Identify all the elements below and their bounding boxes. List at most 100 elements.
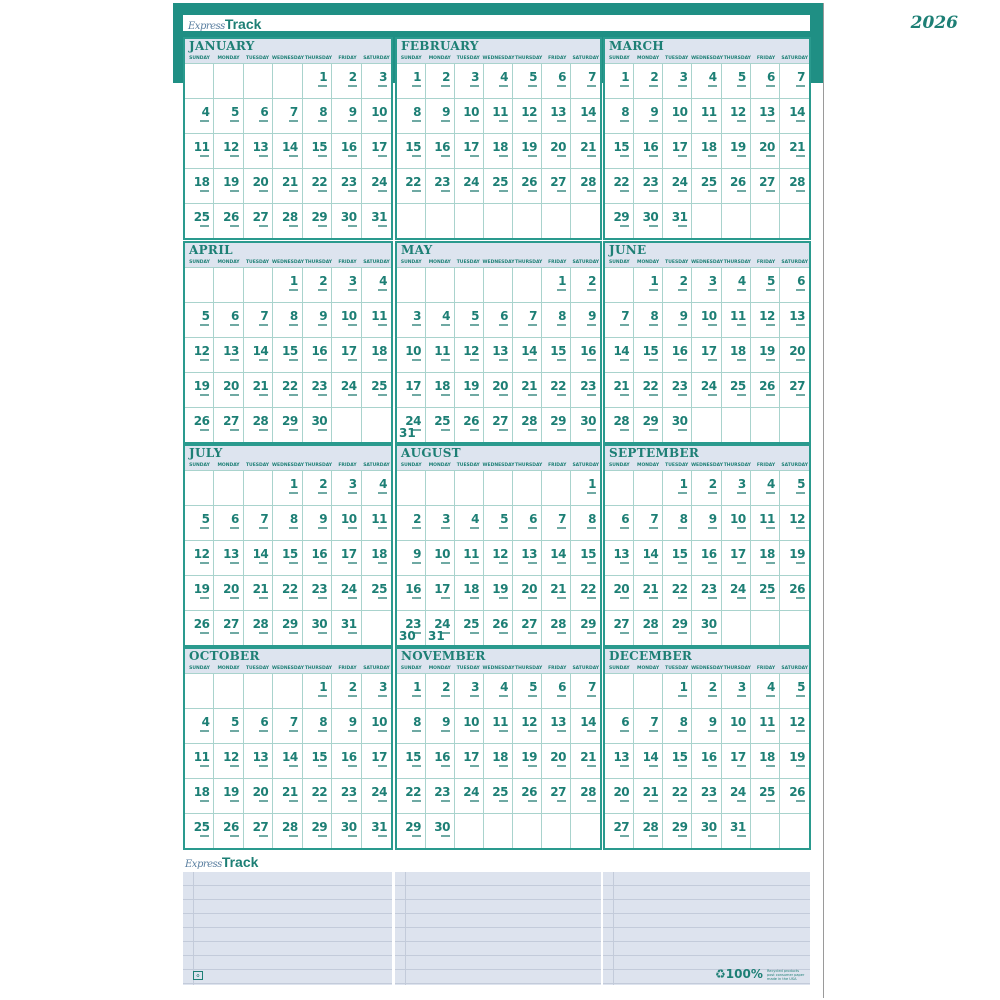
day-cell[interactable]: 10 (332, 505, 362, 540)
day-cell[interactable]: 10 (663, 98, 693, 133)
day-cell[interactable]: 21 (605, 372, 635, 407)
day-cell[interactable]: 27 (214, 407, 244, 442)
day-cell[interactable]: 18 (484, 133, 513, 168)
day-cell[interactable]: 27 (243, 813, 274, 848)
day-cell[interactable]: 26 (455, 407, 484, 442)
day-cell[interactable]: 2 (663, 267, 693, 302)
day-cell[interactable]: 7 (571, 673, 600, 708)
day-cell[interactable]: 9 (571, 302, 600, 337)
day-cell[interactable] (779, 203, 809, 238)
day-cell[interactable]: 30 (692, 813, 722, 848)
day-cell[interactable]: 21 (243, 575, 274, 610)
day-cell[interactable]: 22 (302, 778, 333, 813)
day-cell[interactable]: 19 (779, 743, 809, 778)
day-cell[interactable]: 8 (397, 708, 426, 743)
day-cell[interactable]: 10 (397, 337, 426, 372)
day-cell[interactable]: 4 (484, 63, 513, 98)
day-cell[interactable]: 3 (455, 63, 484, 98)
day-cell[interactable]: 1 (571, 470, 600, 505)
day-cell[interactable]: 19 (214, 168, 244, 203)
day-cell[interactable]: 21 (779, 133, 809, 168)
day-cell[interactable]: 25 (484, 778, 513, 813)
day-cell[interactable]: 29 (302, 203, 333, 238)
day-cell[interactable]: 10 (721, 708, 751, 743)
day-cell[interactable]: 4 (750, 673, 780, 708)
day-cell[interactable]: 28 (273, 203, 303, 238)
day-cell[interactable]: 24 (332, 372, 362, 407)
day-cell[interactable]: 12 (779, 708, 809, 743)
day-cell[interactable]: 20 (605, 575, 635, 610)
day-cell[interactable] (426, 267, 455, 302)
day-cell[interactable]: 14 (542, 540, 571, 575)
day-cell[interactable] (779, 813, 809, 848)
day-cell[interactable]: 2 (302, 470, 333, 505)
day-cell[interactable]: 17 (721, 540, 751, 575)
day-cell[interactable]: 23 (302, 372, 333, 407)
day-cell[interactable]: 10 (426, 540, 455, 575)
day-cell[interactable]: 5 (484, 505, 513, 540)
day-cell[interactable]: 3 (692, 267, 722, 302)
day-cell[interactable]: 25 (361, 575, 391, 610)
day-cell[interactable]: 1 (634, 267, 664, 302)
day-cell[interactable]: 13 (484, 337, 513, 372)
day-cell[interactable]: 9 (426, 98, 455, 133)
day-cell[interactable]: 7 (273, 98, 303, 133)
day-cell[interactable]: 9 (302, 505, 333, 540)
day-cell[interactable]: 27 (243, 203, 274, 238)
day-cell[interactable]: 19 (513, 133, 542, 168)
day-cell[interactable]: 12 (513, 98, 542, 133)
day-cell[interactable]: 19 (779, 540, 809, 575)
day-cell[interactable]: 22 (302, 168, 333, 203)
day-cell[interactable]: 14 (571, 98, 600, 133)
day-cell[interactable] (455, 267, 484, 302)
day-cell[interactable]: 17 (397, 372, 426, 407)
day-cell[interactable]: 31 (721, 813, 751, 848)
day-cell[interactable] (542, 813, 571, 848)
day-cell[interactable]: 23 (302, 575, 333, 610)
day-cell[interactable]: 13 (243, 743, 274, 778)
day-cell[interactable]: 5 (455, 302, 484, 337)
day-cell[interactable]: 14 (779, 98, 809, 133)
day-cell[interactable]: 17 (361, 133, 391, 168)
day-cell[interactable] (397, 470, 426, 505)
day-cell[interactable]: 6 (214, 505, 244, 540)
day-cell[interactable]: 11 (426, 337, 455, 372)
day-cell[interactable]: 20 (542, 743, 571, 778)
day-cell[interactable]: 12 (185, 540, 215, 575)
day-cell[interactable]: 11 (750, 708, 780, 743)
day-cell[interactable]: 23 (634, 168, 664, 203)
day-cell[interactable] (214, 63, 244, 98)
day-cell[interactable]: 18 (185, 168, 215, 203)
day-cell[interactable]: 12 (185, 337, 215, 372)
day-cell[interactable]: 13 (214, 540, 244, 575)
day-cell[interactable] (185, 267, 215, 302)
day-cell[interactable]: 20 (243, 168, 274, 203)
day-cell[interactable] (634, 673, 664, 708)
day-cell[interactable] (571, 203, 600, 238)
day-cell[interactable]: 28 (542, 610, 571, 645)
day-cell[interactable]: 8 (605, 98, 635, 133)
day-cell[interactable] (273, 673, 303, 708)
day-cell[interactable]: 13 (779, 302, 809, 337)
day-cell[interactable]: 17 (455, 133, 484, 168)
day-cell[interactable]: 29 (273, 610, 303, 645)
day-cell[interactable]: 2 (571, 267, 600, 302)
day-cell[interactable]: 6 (484, 302, 513, 337)
day-cell[interactable]: 6 (214, 302, 244, 337)
day-cell[interactable]: 14 (273, 133, 303, 168)
day-cell[interactable]: 3 (397, 302, 426, 337)
day-cell[interactable]: 20 (214, 372, 244, 407)
day-cell[interactable]: 26 (484, 610, 513, 645)
day-cell[interactable]: 10 (361, 708, 391, 743)
day-cell[interactable]: 11 (484, 708, 513, 743)
day-cell[interactable]: 5 (513, 673, 542, 708)
day-cell[interactable]: 11 (185, 743, 215, 778)
day-cell[interactable]: 24 (721, 778, 751, 813)
day-cell[interactable]: 5 (721, 63, 751, 98)
day-cell[interactable]: 4 (750, 470, 780, 505)
day-cell[interactable]: 17 (663, 133, 693, 168)
day-cell[interactable] (513, 470, 542, 505)
day-cell[interactable]: 4 (361, 470, 391, 505)
day-cell[interactable]: 2 (302, 267, 333, 302)
day-cell[interactable]: 3 (455, 673, 484, 708)
